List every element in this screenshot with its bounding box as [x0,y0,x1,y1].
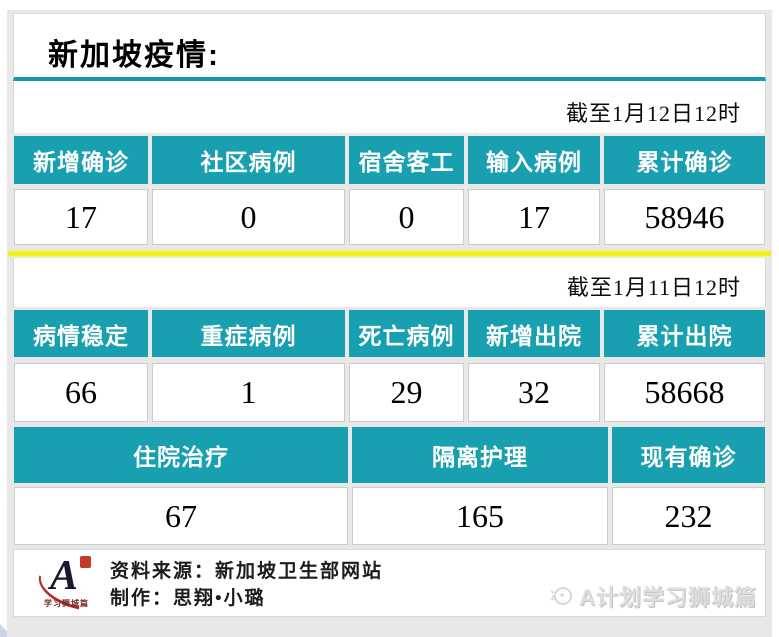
lion-head-icon [550,585,574,607]
table2-value-cell: 58668 [604,363,765,422]
table2-value-cell: 1 [152,363,345,422]
table1-header-row: 新增确诊 社区病例 宿舍客工 输入病例 累计确诊 [14,136,765,184]
table2-value-cell: 32 [468,363,600,422]
table2-value-cell: 66 [14,363,148,422]
asof-date-1: 截至1月12日12时 [565,101,741,126]
asof-strip-2: 截至1月11日12时 [13,258,766,307]
table3-value-cell: 67 [14,487,348,545]
table1-value-cell: 17 [468,189,600,245]
table1-value-cell: 58946 [604,189,765,245]
footer-text: 资料来源：新加坡卫生部网站 制作：思翔•小璐 [110,558,383,612]
table3-value-cell: 165 [352,487,608,545]
corner-artifact [0,624,7,637]
footer-panel: A 学习狮城篇 资料来源：新加坡卫生部网站 制作：思翔•小璐 A计划学习狮城篇 [13,549,766,617]
table3-value-cell: 232 [612,487,765,545]
credit-line: 制作：思翔•小璐 [110,588,266,609]
table2-value-cell: 29 [349,363,464,422]
logo-seal-icon [80,556,91,568]
channel-watermark: A计划学习狮城篇 [550,580,757,612]
logo-caption: 学习狮城篇 [44,599,89,608]
table2-header-row: 病情稳定 重症病例 死亡病例 新增出院 累计出院 [14,310,765,357]
table3-header-row: 住院治疗 隔离护理 现有确诊 [14,427,765,483]
table1-header-cell: 累计确诊 [604,136,765,184]
logo-letter: A [50,553,79,599]
table1-header-cell: 输入病例 [468,136,600,184]
table2-header-cell: 重症病例 [152,310,345,357]
table1-value-row: 17 0 0 17 58946 [14,189,765,245]
table2-header-cell: 累计出院 [604,310,765,357]
asof-strip-1: 截至1月12日12时 [13,81,766,133]
watermark-text: A计划学习狮城篇 [579,585,757,610]
table2-header-cell: 死亡病例 [349,310,464,357]
table1-header-cell: 社区病例 [152,136,345,184]
asof-date-2: 截至1月11日12时 [566,275,741,300]
table1-header-cell: 新增确诊 [14,136,148,184]
source-line: 资料来源：新加坡卫生部网站 [110,561,384,582]
table2-header-cell: 新增出院 [468,310,600,357]
title-panel: 新加坡疫情: [13,13,766,81]
table2-value-row: 66 1 29 32 58668 [14,363,765,422]
yellow-divider [8,250,771,257]
table2-header-cell: 病情稳定 [14,310,148,357]
maker-logo: A 学习狮城篇 [33,553,106,612]
table1-value-cell: 0 [152,189,345,245]
page-title: 新加坡疫情: [48,39,220,72]
table3-value-row: 67 165 232 [14,487,765,545]
table1-header-cell: 宿舍客工 [349,136,464,184]
table1-value-cell: 0 [349,189,464,245]
table3-header-cell: 隔离护理 [352,427,608,483]
table3-header-cell: 现有确诊 [612,427,765,483]
table3-header-cell: 住院治疗 [14,427,348,483]
table1-value-cell: 17 [14,189,148,245]
